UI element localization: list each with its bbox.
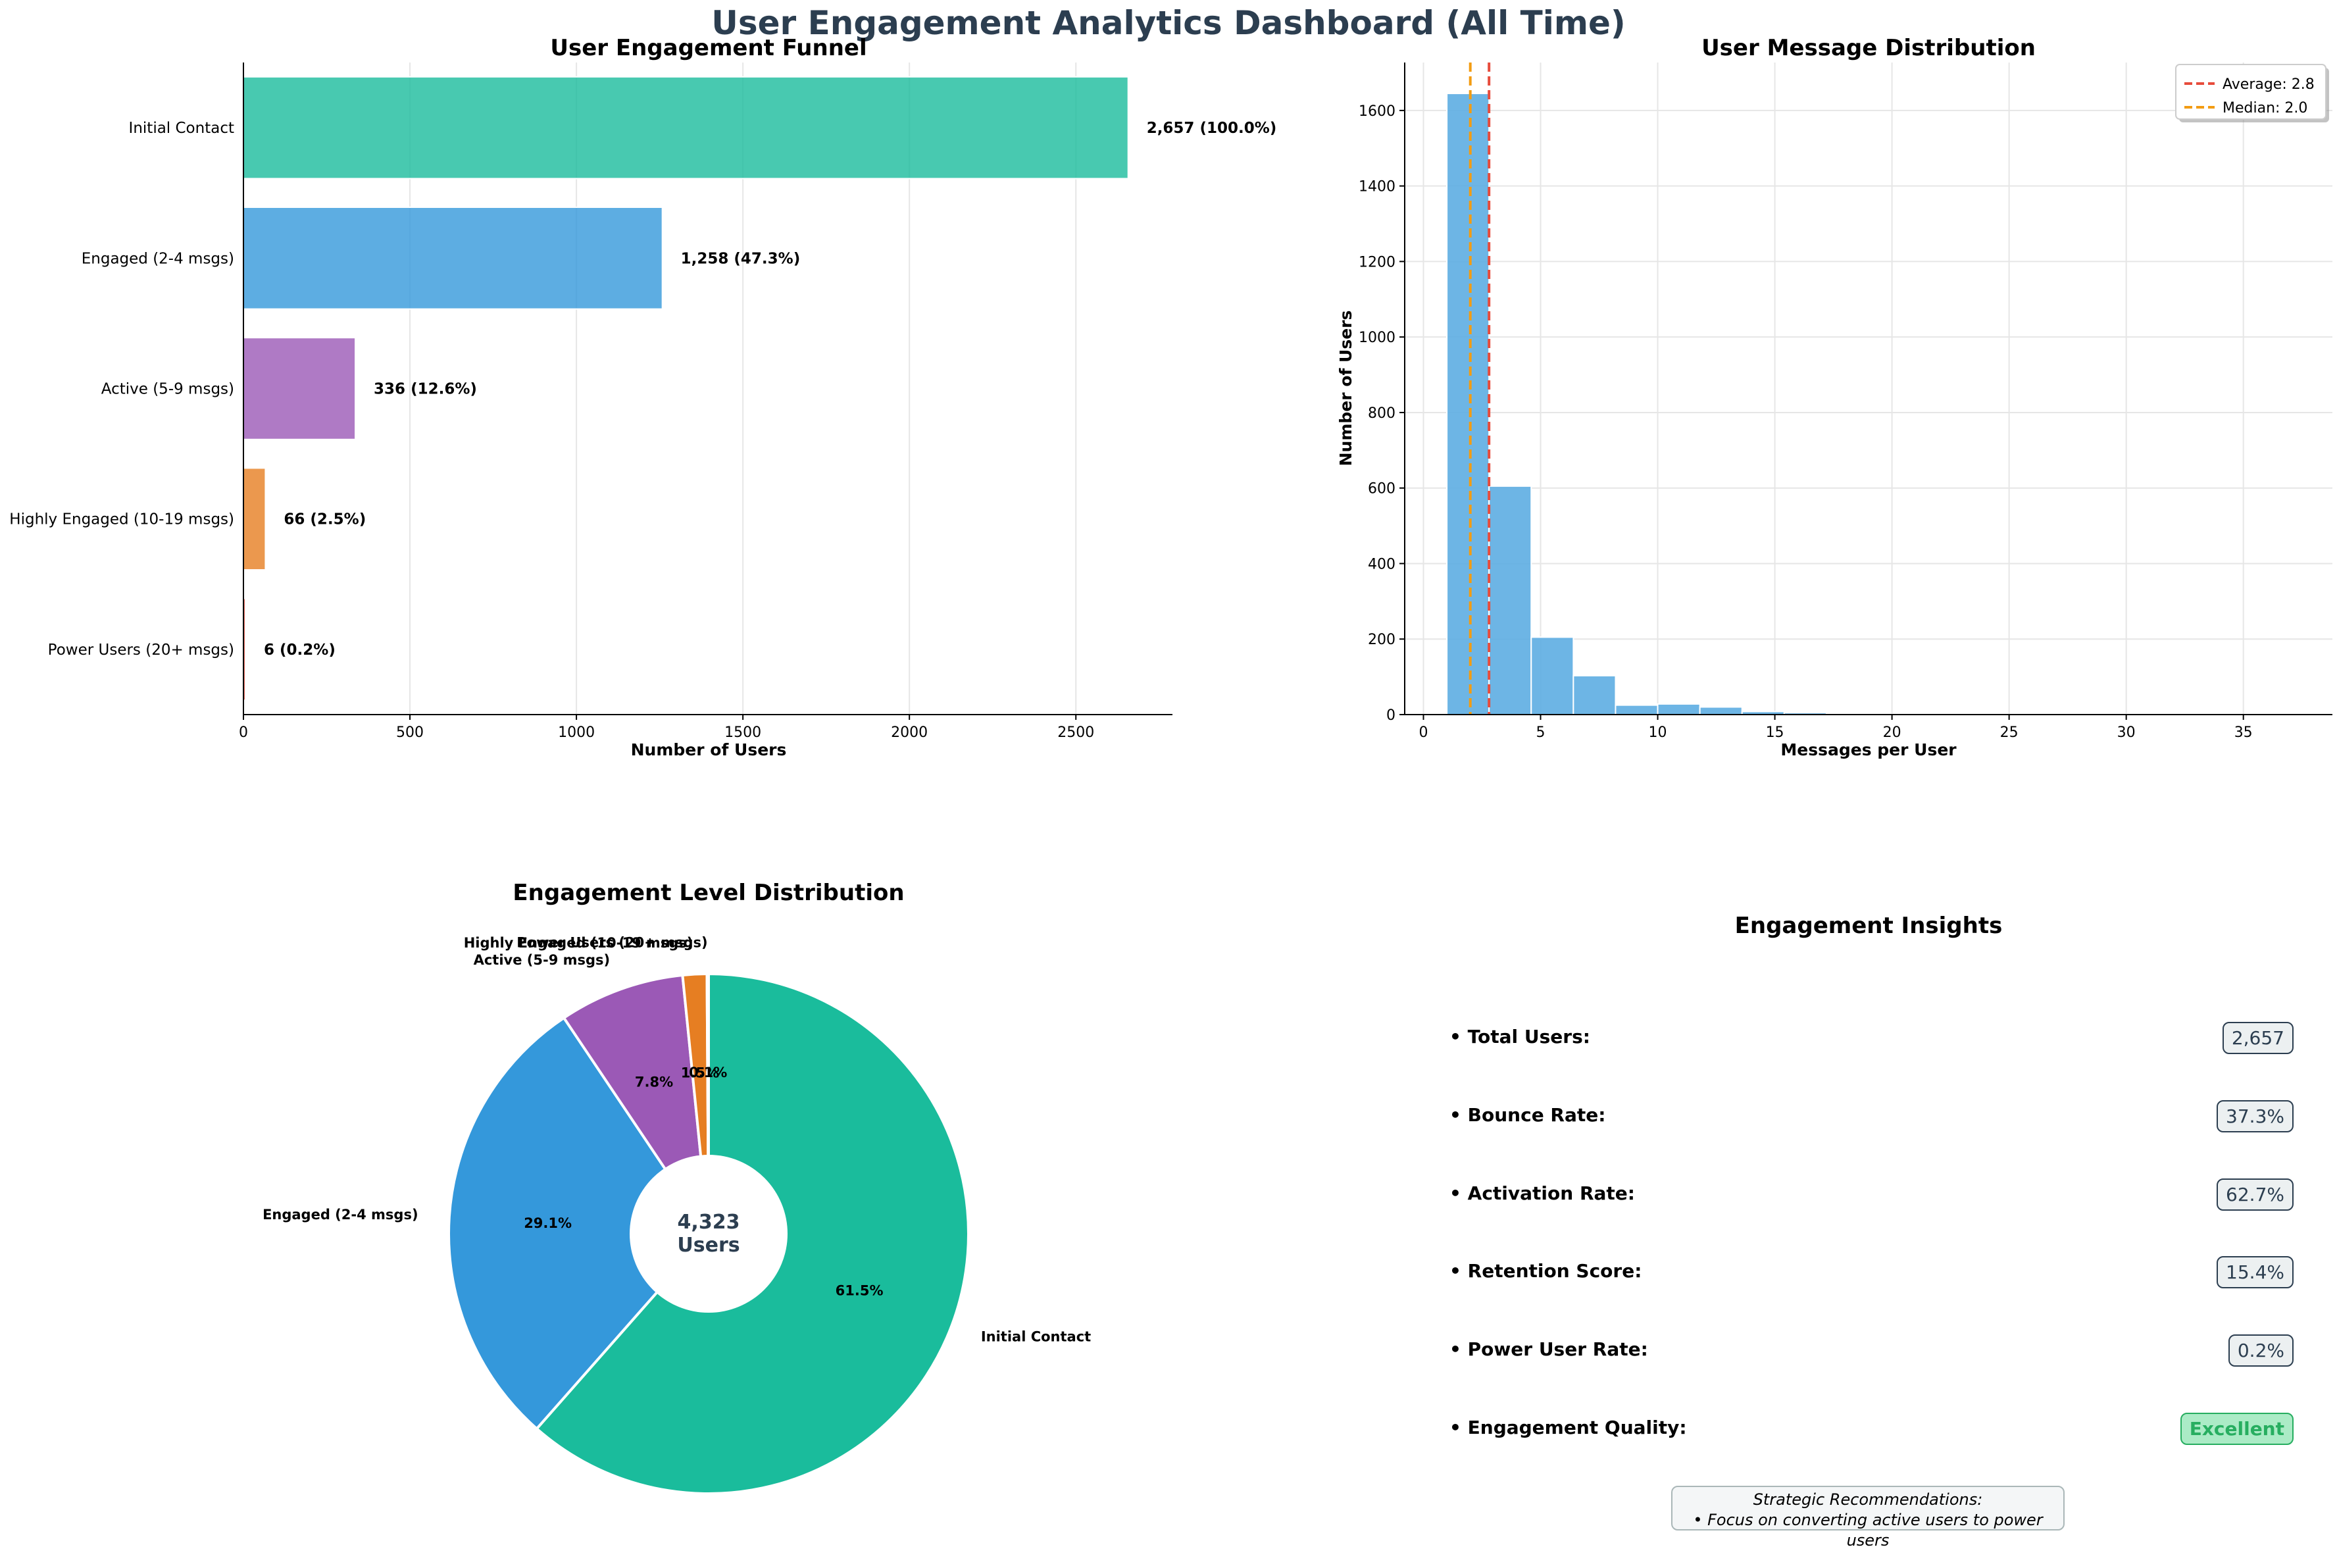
funnel-data-label: 2,657 (100.0%) <box>1147 120 1277 137</box>
funnel-bar <box>243 207 663 310</box>
histogram-y-tick-label: 400 <box>1368 556 1395 572</box>
dashboard-title: User Engagement Analytics Dashboard (All… <box>711 4 1626 42</box>
histogram-bar <box>1572 674 1617 715</box>
histogram-bar <box>1699 706 1743 715</box>
donut-slice-percent: 0.1% <box>689 1065 727 1080</box>
recommendations-box: Strategic Recommendations: • Focus on co… <box>1671 1486 2065 1550</box>
histogram-y-tick-label: 600 <box>1368 481 1395 497</box>
donut-slice-percent: 7.8% <box>635 1075 673 1090</box>
funnel-x-tick-label: 0 <box>239 724 248 741</box>
histogram-x-tick-label: 35 <box>2234 724 2253 741</box>
funnel-category-label: Active (5-9 msgs) <box>101 381 234 398</box>
donut-slice-label: Power Users (20+ msgs) <box>516 935 707 951</box>
histogram-bar <box>1488 485 1532 716</box>
histogram-bar <box>1446 93 1490 716</box>
funnel-x-tick-label: 1000 <box>558 724 595 741</box>
funnel-bar <box>243 467 266 570</box>
donut-slice-percent: 61.5% <box>836 1283 884 1299</box>
histogram-bar <box>1657 703 1701 716</box>
funnel-x-tick-label: 500 <box>396 724 424 741</box>
funnel-chart: User Engagement Funnel Number of Users I… <box>9 35 1276 759</box>
histogram-bar <box>1530 636 1574 715</box>
funnel-x-axis-label: Number of Users <box>631 740 787 759</box>
histogram-legend: Average: 2.8 Median: 2.0 <box>2175 64 2329 122</box>
donut-center-label: Users <box>677 1234 740 1257</box>
histogram-x-tick-label: 10 <box>1649 724 1667 741</box>
donut-title: Engagement Level Distribution <box>513 880 904 906</box>
donut-chart: 61.5% Initial Contact 29.1% Engaged (2-4 ms… <box>263 880 1091 1495</box>
histogram-x-tick-label: 25 <box>2000 724 2019 741</box>
histogram-y-tick-label: 800 <box>1368 405 1395 422</box>
insight-value-bounce-rate: 37.3% <box>2217 1100 2294 1132</box>
insight-label-activation-rate: • Activation Rate: <box>1449 1182 1635 1204</box>
funnel-x-tick-label: 2500 <box>1057 724 1094 741</box>
donut-hole <box>630 1155 788 1313</box>
donut-slice <box>447 1016 711 1431</box>
recommendations-title: Strategic Recommendations: <box>1753 1490 1983 1509</box>
insight-label-retention-score: • Retention Score: <box>1449 1260 1642 1282</box>
funnel-x-tick-label: 1500 <box>724 724 761 741</box>
insight-label-total-users: • Total Users: <box>1449 1026 1590 1048</box>
histogram-x-tick-label: 0 <box>1419 724 1428 741</box>
funnel-data-label: 336 (12.6%) <box>374 381 477 398</box>
histogram-y-tick-label: 1200 <box>1359 254 1395 270</box>
legend-frame <box>2175 64 2326 120</box>
insight-value-activation-rate: 62.7% <box>2217 1178 2294 1211</box>
funnel-data-label: 1,258 (47.3%) <box>681 250 801 267</box>
histogram-y-tick-label: 200 <box>1368 632 1395 648</box>
funnel-category-label: Power Users (20+ msgs) <box>48 642 234 659</box>
histogram-x-tick-label: 5 <box>1536 724 1545 741</box>
insight-value-power-user-rate: 0.2% <box>2228 1334 2294 1367</box>
funnel-data-label: 6 (0.2%) <box>264 642 336 659</box>
histogram-x-axis-label: Messages per User <box>1780 740 1957 759</box>
legend-entry-label: Average: 2.8 <box>2223 76 2315 93</box>
histogram-y-tick-label: 1600 <box>1359 103 1395 120</box>
legend-entry-label: Median: 2.0 <box>2223 100 2307 116</box>
histogram-y-axis-label: Number of Users <box>1336 311 1355 467</box>
insight-label-bounce-rate: • Bounce Rate: <box>1449 1104 1606 1126</box>
funnel-x-tick-label: 2000 <box>891 724 928 741</box>
histogram-y-tick-label: 1000 <box>1359 330 1395 346</box>
histogram-x-tick-label: 15 <box>1766 724 1784 741</box>
insight-label-power-user-rate: • Power User Rate: <box>1449 1338 1648 1360</box>
histogram-chart: User Message Distribution Messages per U… <box>1336 35 2332 759</box>
donut-slice-label: Highly Engaged (10-19 msgs) <box>464 935 693 951</box>
insights-title: Engagement Insights <box>1735 913 2003 939</box>
funnel-bar <box>243 76 1129 180</box>
funnel-category-label: Highly Engaged (10-19 msgs) <box>9 511 234 528</box>
insight-value-total-users: 2,657 <box>2222 1022 2294 1054</box>
donut-slice-percent: 1.5% <box>681 1065 719 1080</box>
funnel-title: User Engagement Funnel <box>550 35 867 61</box>
histogram-bar <box>1615 704 1659 715</box>
insight-value-retention-score: 15.4% <box>2217 1256 2294 1288</box>
donut-slice-label: Active (5-9 msgs) <box>474 952 611 968</box>
histogram-title: User Message Distribution <box>1701 35 2036 61</box>
funnel-category-label: Initial Contact <box>129 120 234 137</box>
donut-center-value: 4,323 <box>678 1211 740 1234</box>
donut-slice-label: Engaged (2-4 msgs) <box>263 1207 418 1223</box>
donut-slice-label: Initial Contact <box>981 1328 1091 1344</box>
funnel-bar <box>243 337 357 440</box>
histogram-x-tick-label: 30 <box>2117 724 2136 741</box>
funnel-data-label: 66 (2.5%) <box>284 511 366 528</box>
funnel-category-label: Engaged (2-4 msgs) <box>82 250 234 267</box>
insight-label-engagement-quality: • Engagement Quality: <box>1449 1417 1687 1438</box>
donut-slice-percent: 29.1% <box>524 1215 572 1231</box>
histogram-y-tick-label: 0 <box>1386 707 1395 724</box>
histogram-x-tick-label: 20 <box>1883 724 1901 741</box>
histogram-y-tick-label: 1400 <box>1359 179 1395 195</box>
insight-value-engagement-quality: Excellent <box>2180 1413 2294 1445</box>
recommendations-text: • Focus on converting active users to po… <box>1693 1511 2043 1550</box>
